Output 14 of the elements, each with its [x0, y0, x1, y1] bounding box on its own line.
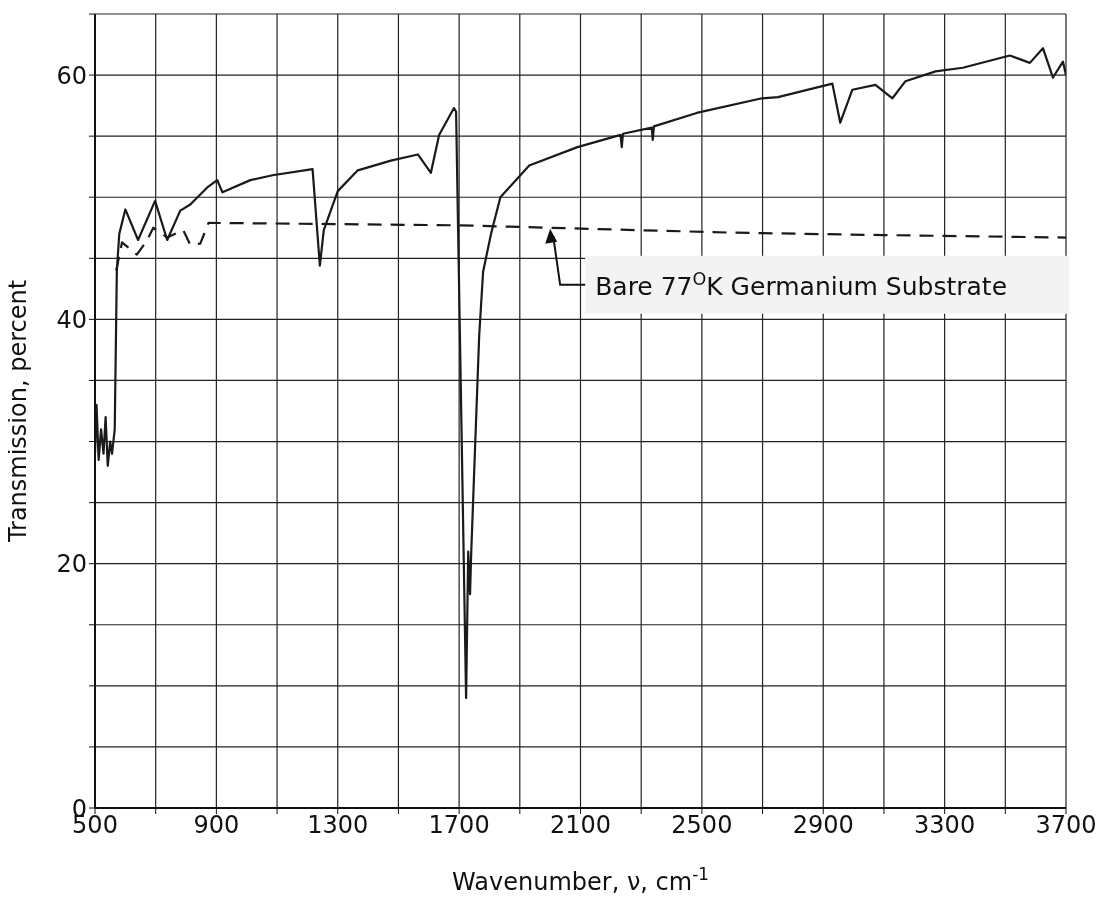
y-tick-label: 20 — [56, 550, 87, 579]
y-tick-label: 40 — [56, 305, 87, 334]
x-tick-label: 2900 — [792, 811, 854, 840]
x-tick-label: 1300 — [307, 811, 369, 840]
x-axis-title: Wavenumber, ν, cm$^{-1}$ — [452, 864, 709, 896]
annotation: Bare 77$^{O}$K Germanium Substrate — [595, 268, 1008, 301]
x-tick-label: 1700 — [428, 811, 490, 840]
y-tick-label: 60 — [56, 61, 87, 90]
x-tick-label: 900 — [193, 811, 240, 840]
x-tick-label: 3300 — [914, 811, 976, 840]
x-tick-label: 2100 — [549, 811, 612, 840]
x-tick-label: 2500 — [671, 811, 733, 840]
y-axis-title: Transmission, percent — [4, 279, 32, 544]
x-tick-label: 3700 — [1035, 811, 1097, 840]
